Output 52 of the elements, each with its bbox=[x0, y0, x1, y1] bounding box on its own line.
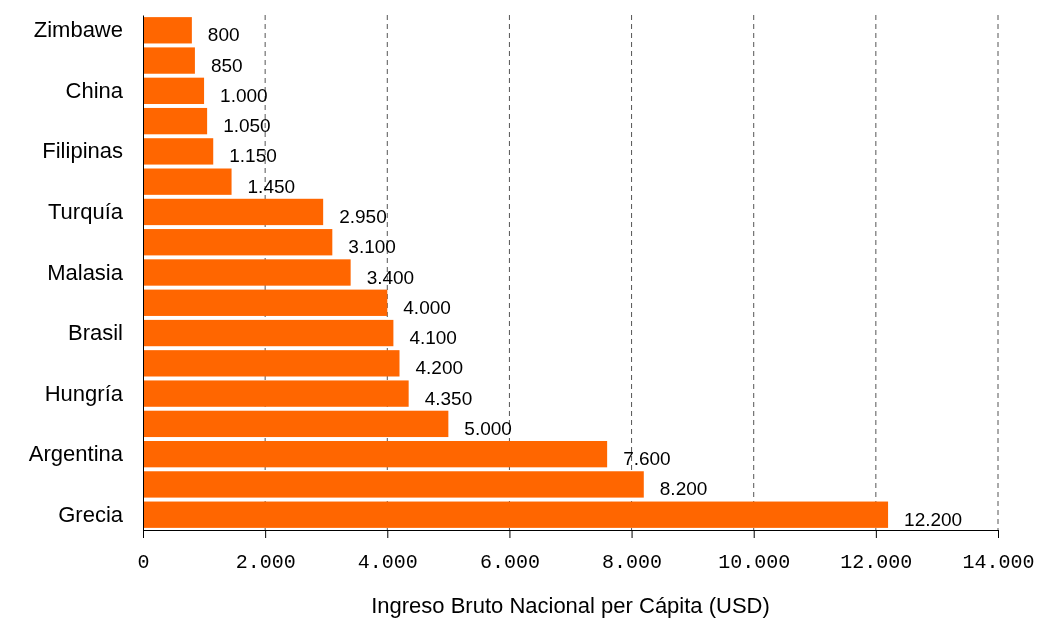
data-label: 4.100 bbox=[409, 327, 457, 349]
data-label: 850 bbox=[210, 54, 243, 76]
y-tick-label: China bbox=[65, 77, 124, 103]
x-tick-label: 10.000 bbox=[718, 551, 791, 575]
x-tick-label: 6.000 bbox=[479, 551, 540, 575]
data-label: 7.600 bbox=[623, 448, 671, 470]
data-label: 2.950 bbox=[339, 205, 387, 227]
bar bbox=[143, 107, 208, 135]
y-tick-label: Grecia bbox=[58, 501, 124, 527]
x-tick-label: 0 bbox=[137, 551, 150, 575]
bar bbox=[143, 17, 192, 44]
y-tick-label: Hungría bbox=[44, 380, 124, 406]
bar bbox=[143, 501, 889, 528]
data-label: 3.400 bbox=[366, 266, 415, 288]
y-tick-label: Malasia bbox=[47, 259, 124, 285]
y-tick-label: Turquía bbox=[47, 198, 124, 224]
data-label: 1.150 bbox=[229, 145, 277, 167]
bar bbox=[143, 410, 449, 438]
data-label: 1.050 bbox=[223, 115, 271, 137]
y-tick-label: Filipinas bbox=[42, 138, 123, 164]
data-label: 8.200 bbox=[659, 478, 708, 500]
data-label: 4.350 bbox=[424, 387, 473, 409]
data-label: 3.100 bbox=[348, 236, 396, 258]
x-tick-label: 2.000 bbox=[235, 551, 296, 575]
bar bbox=[143, 319, 394, 347]
x-tick-label: 14.000 bbox=[962, 551, 1035, 575]
y-tick-label: Brasil bbox=[67, 320, 123, 346]
bar bbox=[143, 289, 388, 316]
data-label: 4.000 bbox=[403, 296, 451, 318]
data-label: 1.450 bbox=[247, 175, 296, 197]
data-label: 12.200 bbox=[904, 508, 963, 530]
x-tick-label: 8.000 bbox=[602, 551, 663, 575]
bar bbox=[143, 138, 214, 165]
bar bbox=[143, 471, 644, 498]
bar bbox=[143, 350, 400, 377]
data-label: 1.000 bbox=[220, 84, 268, 106]
bar bbox=[143, 229, 333, 256]
bar bbox=[143, 47, 195, 74]
data-label: 800 bbox=[207, 24, 240, 46]
y-tick-label: Zimbawe bbox=[33, 17, 123, 43]
bar bbox=[143, 440, 608, 468]
bar bbox=[143, 168, 232, 195]
x-axis-title: Ingreso Bruto Nacional per Cápita (USD) bbox=[371, 593, 770, 618]
y-tick-label: Argentina bbox=[28, 441, 124, 467]
data-label: 4.200 bbox=[415, 357, 464, 379]
data-label: 5.000 bbox=[464, 417, 512, 439]
bar bbox=[143, 380, 409, 407]
bar bbox=[143, 259, 351, 286]
bar bbox=[143, 77, 205, 105]
x-tick-label: 12.000 bbox=[840, 551, 913, 575]
x-tick-label: 4.000 bbox=[357, 551, 418, 575]
bar bbox=[143, 198, 324, 226]
